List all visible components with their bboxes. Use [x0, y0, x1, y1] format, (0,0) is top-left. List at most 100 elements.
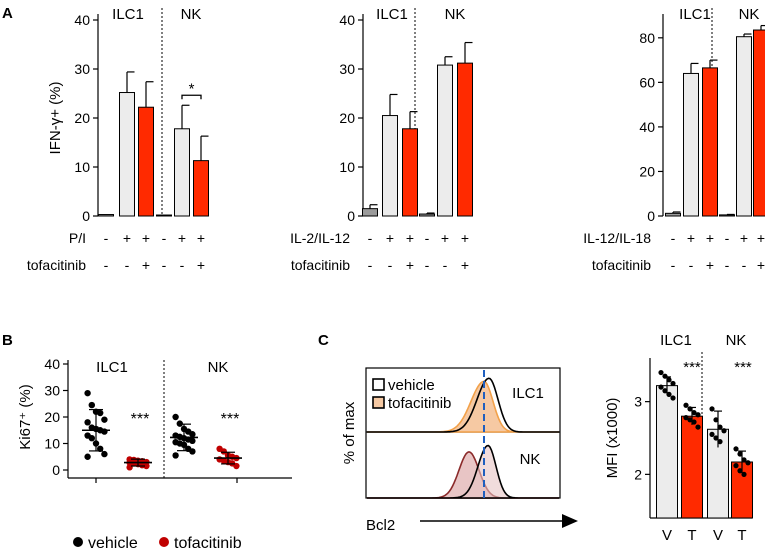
bar — [457, 62, 473, 217]
data-point — [189, 437, 196, 445]
stim-sign: - — [162, 230, 167, 246]
group-label: ILC1 — [376, 6, 408, 23]
y-tick-label: 0 — [347, 208, 355, 224]
stim-sign: - — [725, 230, 730, 246]
y-tick-label: 20 — [639, 163, 655, 179]
stim-sign: + — [441, 230, 449, 246]
y-tick-label: 10 — [74, 159, 90, 175]
data-point — [666, 391, 672, 397]
y-tick-label: 40 — [74, 12, 90, 28]
tofacitinib-sign: + — [461, 257, 469, 273]
y-tick-label: 0 — [647, 208, 655, 224]
stim-sign: - — [368, 230, 373, 246]
data-point — [101, 428, 108, 435]
data-point — [687, 417, 693, 423]
bar — [656, 385, 678, 519]
y-axis-title: % of max — [341, 401, 358, 464]
x-tick-label: V — [713, 527, 723, 544]
bar — [419, 213, 435, 217]
tofacitinib-sign: - — [104, 257, 109, 273]
legend-marker — [73, 537, 83, 547]
data-point — [695, 424, 701, 430]
row-label: P/I — [69, 230, 86, 246]
stim-sign: + — [687, 230, 695, 246]
bar — [119, 92, 135, 217]
y-tick-label: 40 — [639, 119, 655, 135]
row-label: IL-12/IL-18 — [583, 230, 651, 246]
stim-sign: + — [197, 230, 205, 246]
legend-label: tofacitinib — [174, 535, 242, 552]
data-point — [658, 369, 664, 376]
data-point — [88, 435, 96, 442]
data-point — [683, 402, 689, 408]
data-point — [172, 452, 179, 459]
data-point — [737, 468, 743, 474]
data-point — [84, 453, 91, 460]
legend-label: vehicle — [388, 377, 435, 394]
y-tick-label: 40 — [44, 356, 60, 372]
stim-sign: - — [425, 230, 430, 246]
track-label: NK — [520, 451, 541, 468]
group-label: NK — [445, 6, 466, 23]
y-axis-title: Ki67⁺ (%) — [17, 384, 34, 449]
data-point — [745, 460, 751, 466]
legend-label: vehicle — [88, 535, 138, 552]
tofacitinib-sign: - — [443, 257, 448, 273]
data-point — [101, 416, 108, 423]
tofacitinib-sign: + — [757, 257, 765, 273]
data-point — [172, 413, 179, 421]
tofacitinib-sign: - — [162, 257, 167, 273]
row-label: IL-2/IL-12 — [290, 230, 350, 246]
bar — [753, 29, 765, 217]
panel-label-a: A — [2, 5, 13, 22]
stim-sign: + — [178, 230, 186, 246]
tofacitinib-sign: + — [142, 257, 150, 273]
stim-sign: + — [142, 230, 150, 246]
stim-sign: - — [671, 230, 676, 246]
y-tick-label: 60 — [639, 74, 655, 90]
y-tick-label: 20 — [44, 409, 60, 425]
data-point — [721, 428, 727, 434]
bar — [156, 214, 172, 217]
bar — [138, 106, 154, 217]
y-tick-label: 0 — [82, 208, 90, 224]
data-point — [189, 448, 196, 455]
stim-sign: + — [757, 230, 765, 246]
data-point — [88, 401, 96, 409]
tofacitinib-sign: - — [425, 257, 430, 273]
row-label: tofacitinib — [291, 257, 350, 273]
data-point — [662, 388, 668, 394]
histogram-vehicle-ilc1 — [367, 377, 559, 433]
legend-label: tofacitinib — [388, 395, 451, 412]
legend-swatch-vehicle — [372, 378, 385, 391]
stim-sign: + — [406, 230, 414, 246]
x-tick-label: V — [662, 527, 672, 544]
data-point — [695, 412, 701, 418]
data-point — [709, 431, 715, 437]
data-point — [717, 424, 723, 430]
group-label: NK — [739, 6, 760, 23]
bar — [681, 415, 703, 519]
bar — [174, 128, 190, 217]
data-point — [691, 419, 697, 425]
tofacitinib-sign: - — [368, 257, 373, 273]
group-label: ILC1 — [112, 6, 144, 23]
data-point — [741, 471, 747, 477]
stim-sign: - — [104, 230, 109, 246]
data-point — [97, 409, 104, 417]
y-tick-label: 30 — [74, 61, 90, 77]
data-point — [101, 450, 108, 458]
chart-a1-ifng-pi: 0 10 20 30 40 IFN-γ+ (%) ILC1 NK P/I tofacitinib -… — [27, 6, 209, 273]
bar — [382, 115, 398, 217]
data-point — [220, 448, 227, 455]
significance-marker: *** — [683, 359, 701, 376]
y-axis-title: MFI (x1000) — [604, 398, 621, 479]
legend-swatch-tofacitinib — [372, 396, 385, 409]
significance-bracket — [181, 94, 202, 100]
y-axis-title: IFN-γ+ (%) — [47, 82, 64, 155]
group-label: ILC1 — [660, 332, 692, 349]
stim-sign: + — [740, 230, 748, 246]
y-tick-label: 10 — [44, 436, 60, 452]
